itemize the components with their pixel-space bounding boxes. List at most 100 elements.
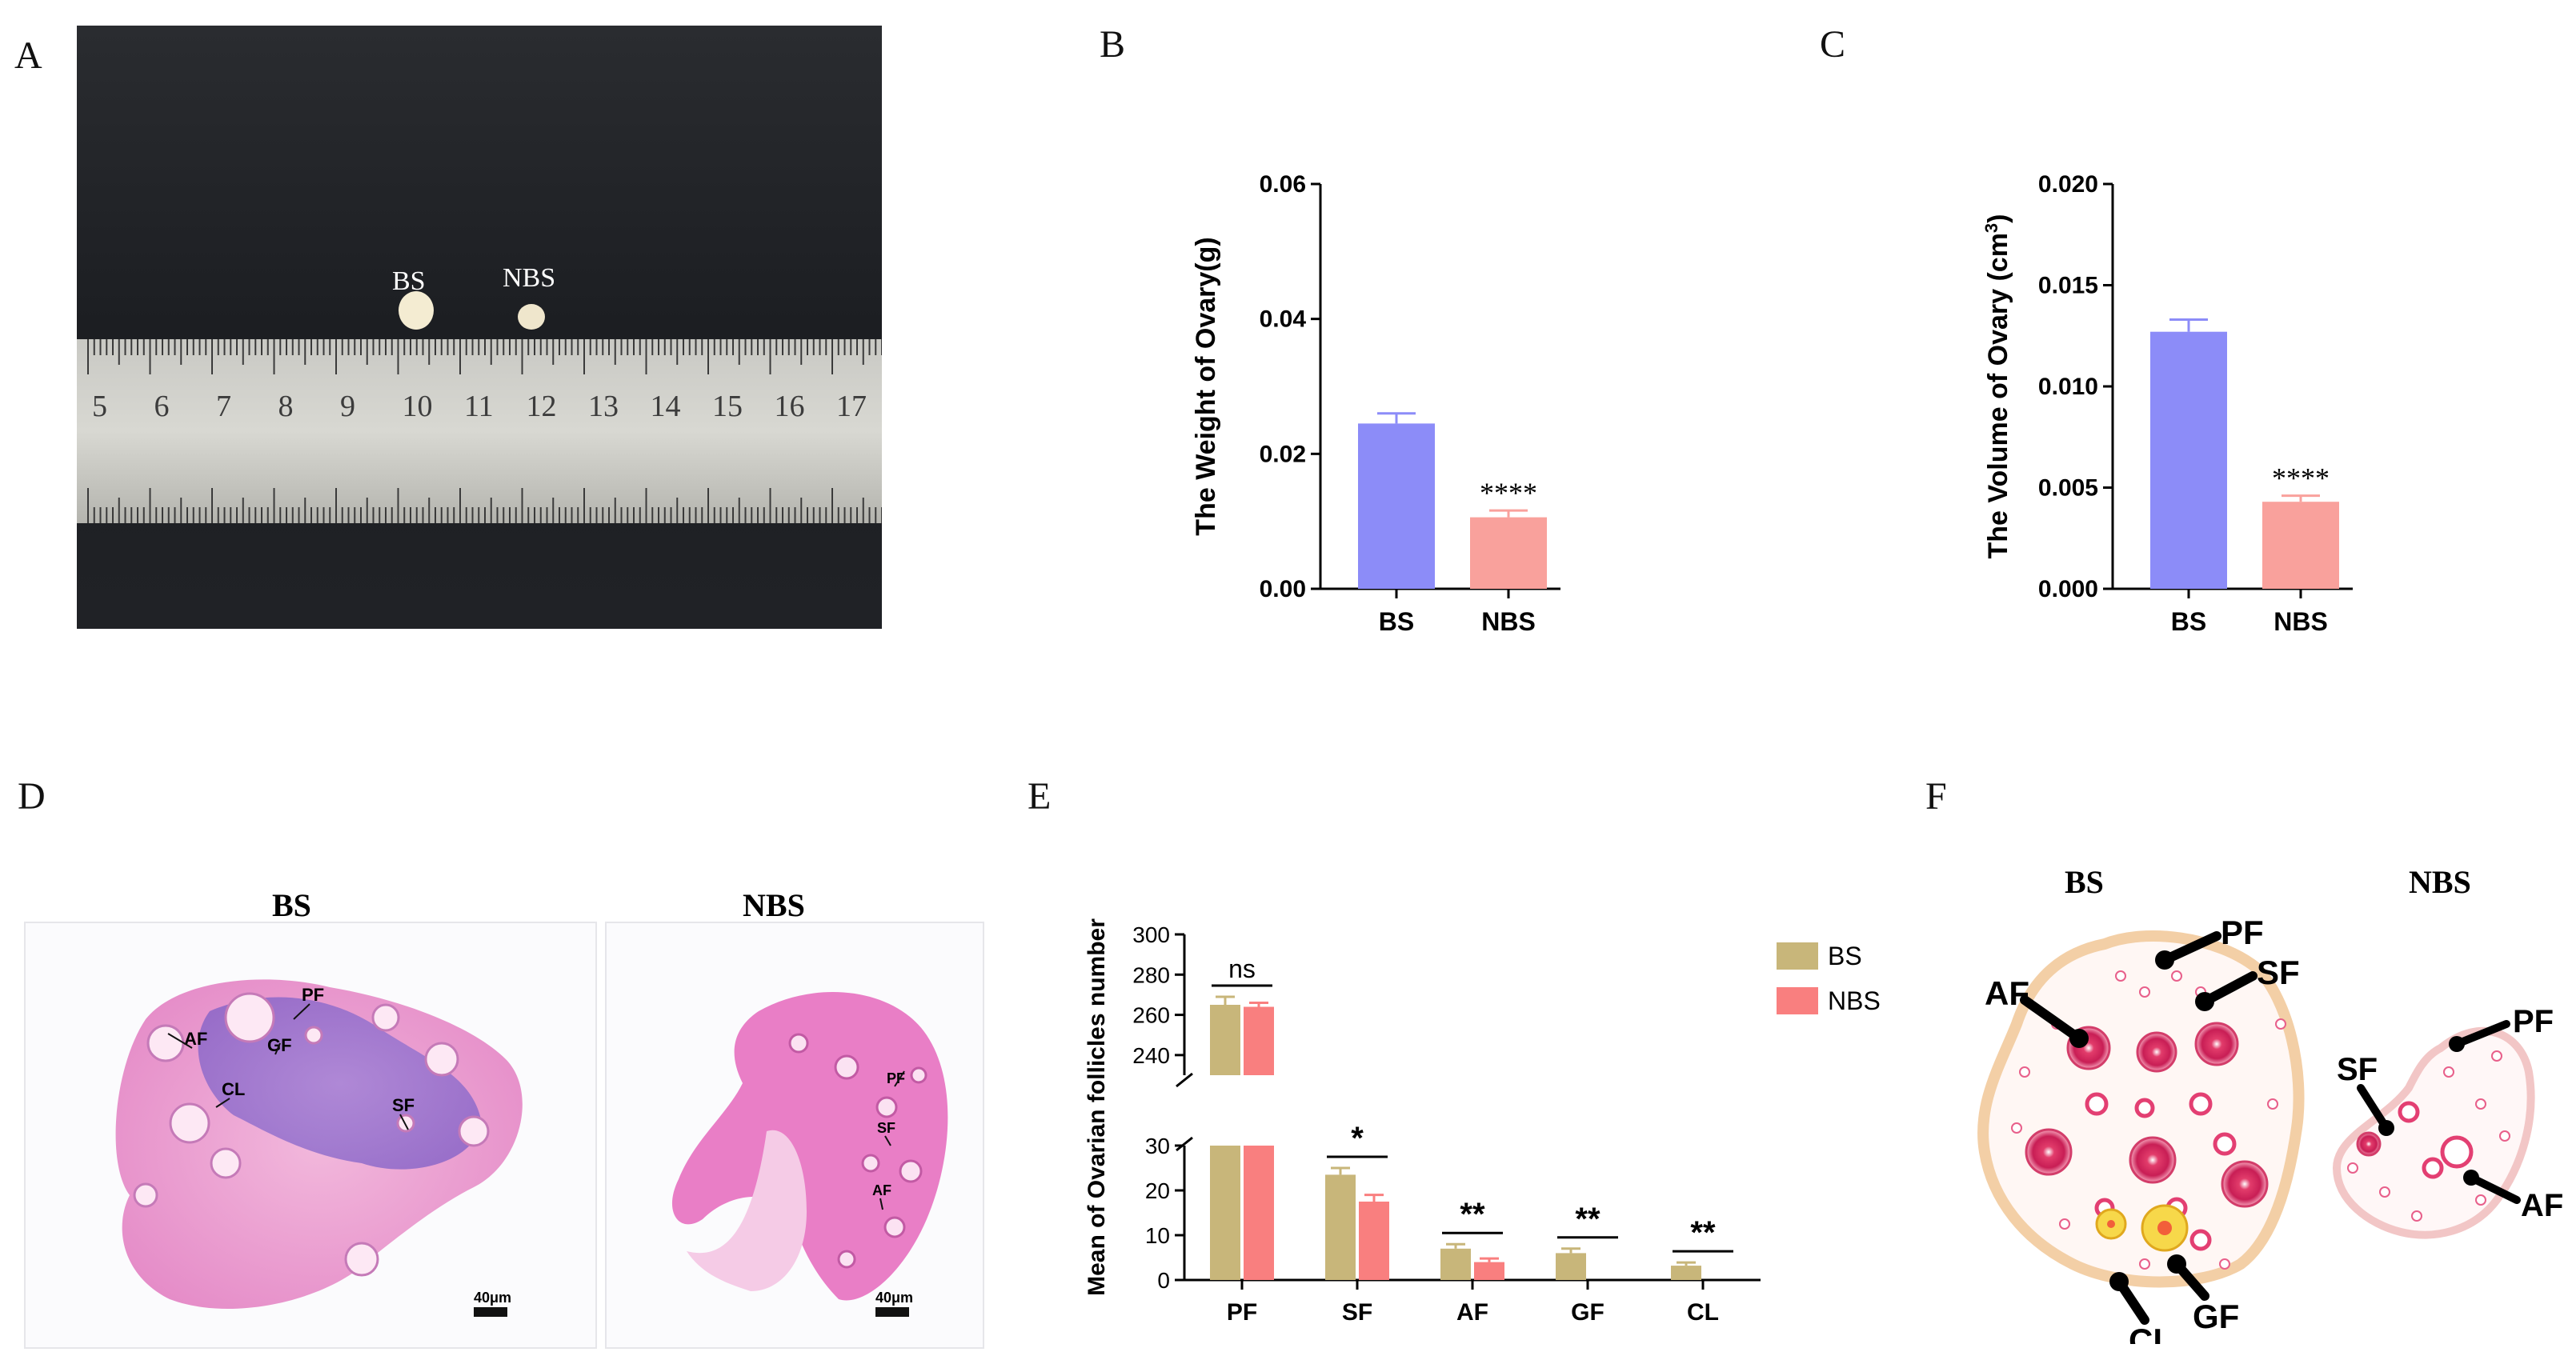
significance-label: ** — [1575, 1202, 1600, 1237]
histology-title-bs: BS — [272, 887, 311, 923]
panel-letter-e: E — [1028, 775, 1052, 818]
follicle — [2134, 1098, 2155, 1118]
follicle — [2136, 1031, 2177, 1073]
panel-letter-f: F — [1925, 775, 1947, 818]
x-tick-label: AF — [1456, 1299, 1488, 1326]
panel-letter-b: B — [1100, 23, 1126, 66]
schematic-label-sf: SF — [2257, 954, 2300, 991]
y-tick-label: 0.015 — [2038, 273, 2098, 299]
bar-nbs-sf — [1359, 1202, 1389, 1280]
follicle — [2194, 1022, 2239, 1066]
ruler-number: 16 — [775, 390, 805, 423]
primordial-follicle — [2475, 1098, 2486, 1110]
schematic-label-sf: SF — [2337, 1052, 2378, 1087]
primordial-follicle — [2115, 970, 2126, 982]
bar-nbs — [1470, 517, 1547, 589]
follicle — [2025, 1128, 2073, 1176]
significance-label: ns — [1228, 954, 1256, 983]
primordial-follicle — [2499, 1130, 2510, 1142]
arrow — [2453, 1020, 2510, 1048]
bar-bs-sf — [1325, 1174, 1356, 1280]
schematic-label-af: AF — [1985, 974, 2029, 1012]
y-tick-label: 0.010 — [2038, 374, 2098, 400]
primordial-follicle — [2059, 1218, 2070, 1230]
schematic-label-gf: GF — [2193, 1298, 2239, 1335]
photo-label-bs: BS — [392, 266, 426, 296]
primordial-follicle — [2019, 1066, 2030, 1078]
panel-letter-d: D — [18, 775, 46, 818]
histology-label-pf: PF — [887, 1070, 905, 1086]
schematic-label-pf: PF — [2513, 1004, 2554, 1039]
bar-bs — [1358, 423, 1435, 589]
follicle — [2398, 1101, 2420, 1123]
primordial-follicle — [2411, 1210, 2422, 1222]
y-axis-label: Mean of Ovarian follicles number — [1084, 918, 1110, 1296]
ruler-number: 17 — [836, 390, 867, 423]
bar-bs-cl — [1671, 1266, 1701, 1280]
bar-nbs-af — [1474, 1262, 1504, 1280]
x-tick-label: BS — [2171, 607, 2206, 636]
ruler-number: 13 — [588, 390, 619, 423]
y-tick-label: 30 — [1145, 1134, 1170, 1158]
arrow — [2467, 1174, 2521, 1204]
ruler — [77, 339, 882, 523]
histology-label-af: AF — [872, 1182, 891, 1198]
primordial-follicle — [2139, 986, 2150, 998]
follicle — [2085, 1092, 2109, 1116]
y-tick-label: 0.000 — [2038, 576, 2098, 602]
y-tick-label: 300 — [1132, 922, 1170, 947]
follicle — [2189, 1229, 2212, 1251]
schematic-label-cl: CL — [2129, 1322, 2173, 1344]
histology-nbs-section: PF SF AF 40μm — [605, 922, 984, 1349]
histology-title-nbs: NBS — [743, 887, 805, 923]
significance-label: **** — [1480, 477, 1537, 509]
x-tick-label: BS — [1379, 607, 1414, 636]
x-tick-label: SF — [1342, 1299, 1372, 1326]
y-tick-label: 0.02 — [1260, 441, 1306, 467]
histology-nbs-graphic: PF SF AF 40μm — [671, 992, 948, 1317]
follicle — [2189, 1092, 2213, 1116]
significance-label: **** — [2272, 462, 2330, 494]
x-tick-label: NBS — [2274, 607, 2328, 636]
significance-label: ** — [1460, 1197, 1485, 1232]
scale-bar-nbs: 40μm — [875, 1290, 913, 1306]
chart-ovary-weight: 0.00 0.02 0.04 0.06 BS NBS **** The Weight of O… — [1191, 171, 1560, 636]
panel-letter-c: C — [1820, 23, 1846, 66]
primordial-follicle — [2219, 1258, 2230, 1270]
bar-bs-af — [1440, 1248, 1471, 1280]
legend-label-nbs: NBS — [1828, 986, 1881, 1015]
follicle — [2129, 1136, 2177, 1184]
bar-nbs-pf — [1244, 1006, 1274, 1075]
bar-bs-gf — [1556, 1253, 1586, 1280]
ruler-number: 9 — [340, 390, 355, 423]
follicle — [2356, 1131, 2382, 1157]
y-tick-label: 240 — [1132, 1043, 1170, 1068]
histology-bs-section: PF AF GF SF CL 40μm — [24, 922, 597, 1349]
schematic-title-nbs: NBS — [2409, 864, 2471, 900]
bs-ovary — [399, 291, 434, 330]
y-tick-label: 0.06 — [1260, 171, 1306, 198]
schematic-label-af: AF — [2521, 1188, 2563, 1223]
follicle — [2422, 1157, 2444, 1179]
primordial-follicle — [2443, 1066, 2454, 1078]
x-tick-label: PF — [1227, 1299, 1257, 1326]
primordial-follicle — [2139, 1258, 2150, 1270]
histology-label-sf: SF — [392, 1095, 415, 1115]
chart-ovary-volume: 0.000 0.005 0.010 0.015 0.020 BS NBS **** The Vo… — [1981, 171, 2353, 636]
follicle — [2213, 1132, 2237, 1156]
bar-nbs — [2262, 502, 2339, 589]
histology-label-sf: SF — [877, 1120, 895, 1136]
panel-letter-a: A — [14, 34, 42, 77]
x-tick-label: NBS — [1481, 607, 1536, 636]
x-tick-label: CL — [1687, 1299, 1719, 1326]
primordial-follicle — [2267, 1098, 2278, 1110]
significance-label: * — [1351, 1121, 1364, 1156]
scale-bar-bs: 40μm — [474, 1290, 511, 1306]
ruler-number: 6 — [154, 390, 170, 423]
primordial-follicle — [2011, 1122, 2022, 1134]
bar-bs-pf — [1210, 1005, 1240, 1075]
primordial-follicle — [2475, 1194, 2486, 1206]
nbs-ovary — [518, 304, 545, 330]
y-tick-label: 280 — [1132, 962, 1170, 987]
